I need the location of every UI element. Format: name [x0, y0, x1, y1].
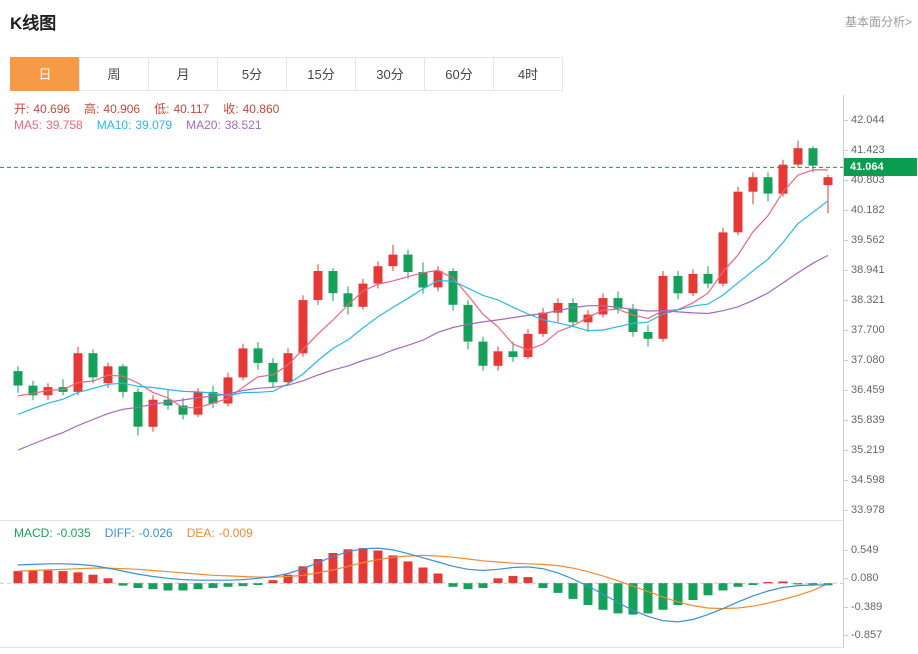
axis-tick: [843, 578, 848, 579]
ohlc-legend: 开: 40.696 高: 40.906 低: 40.117 收: 40.860: [14, 100, 293, 117]
legend-item: MA10: 39.079: [96, 118, 173, 132]
candles-layer: [13, 140, 833, 436]
tab-30分[interactable]: 30分: [355, 57, 425, 91]
y-axis-label: 39.562: [851, 234, 885, 246]
legend-item: MA20: 38.521: [186, 118, 262, 132]
y-axis-label: 34.598: [851, 474, 885, 486]
axis-tick: [843, 635, 848, 636]
y-axis-label: 0.080: [851, 572, 879, 584]
y-axis-label: 37.700: [851, 324, 885, 336]
tab-月[interactable]: 月: [148, 57, 218, 91]
axis-tick: [843, 607, 848, 608]
axis-tick: [843, 550, 848, 551]
legend-item: 高: 40.906: [84, 102, 141, 116]
diff-line: [17, 547, 829, 623]
y-axis-label: 0.549: [851, 544, 879, 556]
panel-separator: [0, 520, 843, 521]
tab-5分[interactable]: 5分: [217, 57, 287, 91]
axis-tick: [843, 450, 848, 451]
axis-tick: [843, 420, 848, 421]
ma10-line: [17, 200, 829, 415]
tab-15分[interactable]: 15分: [286, 57, 356, 91]
y-axis-label: 40.182: [851, 204, 885, 216]
chart-area: 开: 40.696 高: 40.906 低: 40.117 收: 40.860 MA5: 39.…: [0, 95, 918, 648]
y-axis-label: 35.839: [851, 414, 885, 426]
y-axis-label: 38.321: [851, 294, 885, 306]
axis-tick: [843, 240, 848, 241]
page-header: K线图 基本面分析>: [0, 0, 918, 48]
legend-item: MA5: 39.758: [14, 118, 83, 132]
y-axis-label: 40.803: [851, 174, 885, 186]
ma-legend: MA5: 39.758 MA10: 39.079 MA20: 38.521: [14, 118, 276, 132]
axis-tick: [843, 390, 848, 391]
y-axis-label: 37.080: [851, 354, 885, 366]
page-title: K线图: [10, 14, 57, 33]
axis-tick: [843, 360, 848, 361]
y-axis-label: -0.857: [851, 629, 883, 641]
fundamental-analysis-link[interactable]: 基本面分析>: [844, 15, 912, 29]
timeframe-tabs: 日周月 5分 15分 30分 60分 4时: [10, 57, 563, 91]
legend-item: 收: 40.860: [223, 102, 280, 116]
tab-60分[interactable]: 60分: [424, 57, 494, 91]
y-axis-label: 41.423: [851, 144, 885, 156]
y-axis-line: [843, 95, 844, 648]
legend-item: DEA: -0.009: [186, 526, 253, 540]
y-axis-label: 35.219: [851, 444, 885, 456]
y-axis-label: 42.044: [851, 114, 885, 126]
axis-tick: [843, 330, 848, 331]
axis-tick: [843, 480, 848, 481]
ma20-line: [17, 254, 829, 451]
tab-日[interactable]: 日: [10, 57, 80, 91]
candlestick-chart[interactable]: [0, 95, 843, 520]
axis-tick: [843, 300, 848, 301]
dea-line: [17, 554, 829, 610]
current-price-badge: 41.064: [844, 158, 917, 176]
axis-tick: [843, 210, 848, 211]
chart-bottom-border: [0, 647, 843, 648]
macd-legend: MACD: -0.035 DIFF: -0.026 DEA: -0.009: [14, 526, 267, 540]
tab-4时[interactable]: 4时: [493, 57, 563, 91]
legend-item: DIFF: -0.026: [104, 526, 173, 540]
ma5-line: [17, 169, 828, 409]
legend-item: MACD: -0.035: [14, 526, 91, 540]
y-axis-label: 36.459: [851, 384, 885, 396]
y-axis-label: -0.389: [851, 601, 883, 613]
axis-tick: [843, 180, 848, 181]
axis-tick: [843, 510, 848, 511]
legend-item: 低: 40.117: [154, 102, 210, 116]
axis-tick: [843, 120, 848, 121]
y-axis-label: 33.978: [851, 504, 885, 516]
y-axis-label: 38.941: [851, 264, 885, 276]
legend-item: 开: 40.696: [14, 102, 71, 116]
macd-chart[interactable]: [0, 520, 843, 648]
axis-tick: [843, 270, 848, 271]
axis-tick: [843, 150, 848, 151]
tab-周[interactable]: 周: [79, 57, 149, 91]
